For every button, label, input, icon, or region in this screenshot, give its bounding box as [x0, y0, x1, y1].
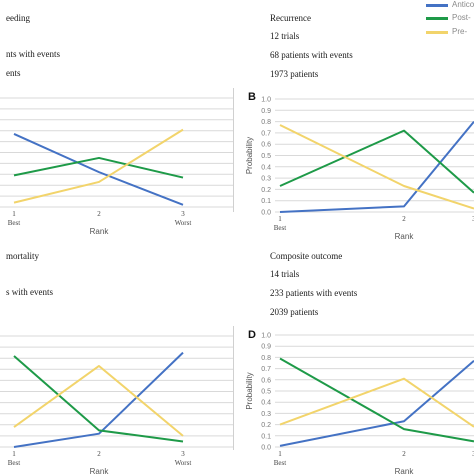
- legend-swatch-antico: [426, 4, 448, 7]
- x-tick-label-a: 3: [181, 210, 185, 218]
- x-tick-label-a: 2: [97, 210, 101, 218]
- x-tick-label-b: Best: [274, 224, 287, 232]
- y-tick-label-d: 0.4: [261, 400, 271, 407]
- panel-d-trials: 14 trials: [270, 269, 300, 279]
- series-line-post-d: [279, 357, 474, 443]
- panel-c-outcome-title: mortality: [6, 251, 39, 261]
- y-tick-label-b: 0.4: [261, 164, 271, 171]
- chart-panel-d: 0.0 0.1 0.2 0.3 0.4 0.5 0.6 0.7 0.8 0.9 1.0 Probabi…: [245, 329, 474, 474]
- y-axis-title-b: Probability: [245, 137, 254, 174]
- y-tick-label-b: 0.9: [261, 108, 271, 115]
- x-axis-title-d: Rank: [395, 467, 415, 474]
- panel-d-patients: 2039 patients: [270, 307, 319, 317]
- x-tick-label-b: 1: [278, 215, 282, 223]
- x-axis-title-c: Rank: [90, 467, 110, 474]
- series-line-post-c: [13, 355, 184, 443]
- x-tick-label-a: Worst: [175, 219, 192, 227]
- series-line-antico-c: [13, 351, 184, 448]
- x-tick-label-a: 1: [12, 210, 16, 218]
- panel-b-outcome-title: Recurrence: [270, 13, 311, 23]
- legend-label-antico: Antico: [452, 0, 474, 9]
- series-line-pre-a: [13, 128, 184, 204]
- series-line-antico-b: [279, 120, 474, 213]
- panel-b-patients: 1973 patients: [270, 69, 319, 79]
- x-tick-label-a: Best: [8, 219, 21, 227]
- x-tick-label-b: 2: [402, 215, 406, 223]
- y-axis-title-d: Probability: [245, 372, 254, 409]
- y-tick-label-d: 0.6: [261, 377, 271, 384]
- y-tick-label-d: 0.5: [261, 389, 271, 396]
- legend-label-pre: Pre-: [452, 27, 468, 36]
- panel-d-outcome-title: Composite outcome: [270, 251, 343, 261]
- y-tick-label-d: 0.3: [261, 411, 271, 418]
- panel-c-border: [233, 326, 234, 450]
- x-tick-label-d: 3: [472, 450, 474, 458]
- y-tick-label-b: 0.1: [261, 198, 271, 205]
- legend-swatch-pre: [426, 31, 448, 34]
- legend-item-antico: Antico: [426, 0, 474, 10]
- series-line-antico-d: [279, 360, 474, 447]
- chart-panel-b: 0.0 0.1 0.2 0.3 0.4 0.5 0.6 0.7 0.8 0.9 1.0 Probabi…: [245, 91, 474, 241]
- y-tick-label-b: 0.0: [261, 210, 271, 217]
- panel-d-events: 233 patients with events: [270, 288, 358, 298]
- y-tick-label-d: 0.9: [261, 344, 271, 351]
- legend-item-pre: Pre-: [426, 27, 474, 37]
- panel-letter-d: D: [248, 329, 256, 341]
- series-line-post-a: [13, 156, 184, 179]
- y-tick-label-b: 0.8: [261, 119, 271, 126]
- legend-label-post: Post-: [452, 13, 471, 22]
- panel-a-patients: ents: [6, 68, 21, 78]
- y-tick-label-b: 0.2: [261, 187, 271, 194]
- y-tick-label-d: 0.8: [261, 355, 271, 362]
- legend-item-post: Post-: [426, 13, 474, 23]
- panel-a-border: [233, 88, 234, 212]
- x-tick-label-d: 2: [402, 450, 406, 458]
- series-line-pre-b: [279, 124, 474, 210]
- x-tick-label-b: 3: [472, 215, 474, 223]
- y-tick-label-d: 0.2: [261, 422, 271, 429]
- y-tick-label-b: 0.5: [261, 153, 271, 160]
- y-tick-label-b: 0.6: [261, 142, 271, 149]
- x-tick-label-c: Best: [8, 459, 21, 467]
- y-tick-label-d: 0.1: [261, 433, 271, 440]
- y-tick-label-d: 1.0: [261, 333, 271, 340]
- x-tick-label-d: 1: [278, 450, 282, 458]
- y-tick-label-b: 0.7: [261, 130, 271, 137]
- panel-a-events: nts with events: [6, 49, 60, 59]
- y-tick-label-d: 0.0: [261, 445, 271, 452]
- x-tick-label-c: 2: [97, 450, 101, 458]
- series-line-post-b: [279, 129, 474, 194]
- legend-swatch-post: [426, 17, 448, 20]
- panel-letter-b: B: [248, 91, 256, 103]
- series-line-pre-d: [279, 377, 474, 428]
- panel-c-events: s with events: [6, 287, 53, 297]
- x-axis-title-a: Rank: [90, 227, 110, 236]
- panel-a-outcome-title: eeding: [6, 13, 30, 23]
- y-tick-label-b: 1.0: [261, 97, 271, 104]
- x-axis-title-b: Rank: [395, 232, 415, 241]
- series-line-antico-a: [13, 133, 184, 206]
- panel-b-trials: 12 trials: [270, 31, 300, 41]
- x-tick-label-d: Best: [274, 459, 287, 467]
- series-line-pre-c: [13, 364, 184, 437]
- y-tick-label-b: 0.3: [261, 176, 271, 183]
- x-tick-label-c: 3: [181, 450, 185, 458]
- panel-b-events: 68 patients with events: [270, 50, 353, 60]
- y-tick-label-d: 0.7: [261, 366, 271, 373]
- x-tick-label-c: Worst: [175, 459, 192, 467]
- x-tick-label-c: 1: [12, 450, 16, 458]
